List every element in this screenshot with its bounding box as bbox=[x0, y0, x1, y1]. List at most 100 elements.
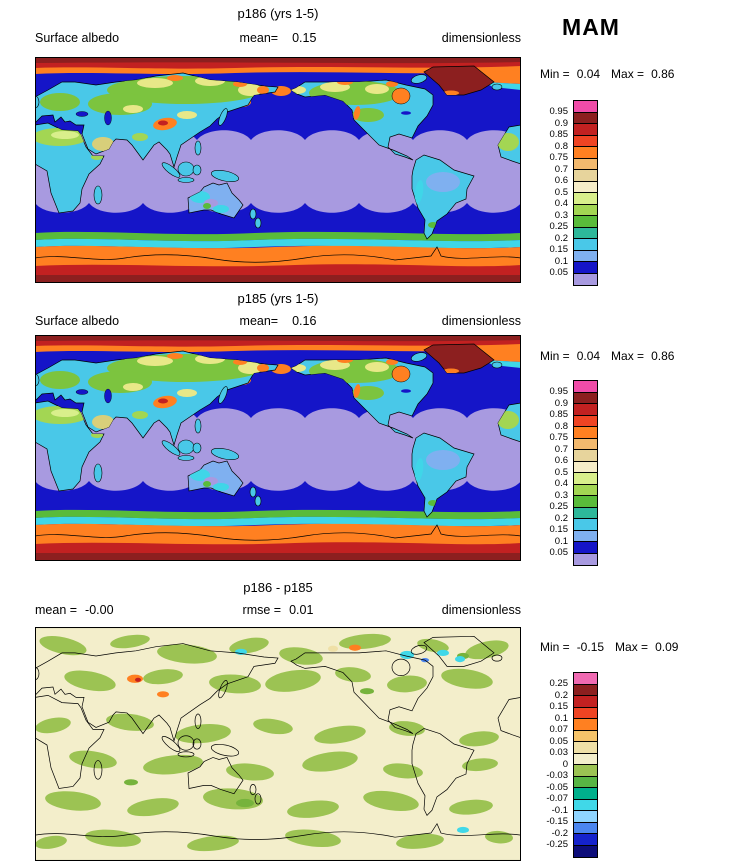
min-value: 0.04 bbox=[576, 349, 601, 363]
colorbar-tick-label: 0.4 bbox=[554, 478, 568, 489]
colorbar-tick-label: 0.1 bbox=[554, 255, 568, 267]
units-label: dimensionless bbox=[441, 603, 521, 617]
minmax-readout: Min = -0.15 Max = 0.09 bbox=[540, 640, 678, 654]
colorbar-tick-label: -0.1 bbox=[551, 804, 568, 816]
colorbar-labels: 0.95 0.9 0.85 0.8 0.75 0.7 0.6 0.5 0.4 0.3 0.25 0.2… bbox=[540, 380, 573, 566]
max-value: 0.86 bbox=[651, 67, 675, 81]
colorbar-tick-label: 0.2 bbox=[554, 689, 568, 701]
colorbar-tick-label: 0.25 bbox=[549, 501, 569, 512]
colorbar-box bbox=[574, 392, 597, 404]
min-value: -0.15 bbox=[576, 640, 605, 654]
season-label: MAM bbox=[562, 14, 620, 40]
colorbar-box bbox=[574, 124, 597, 136]
colorbar-box bbox=[574, 204, 597, 216]
max-value: 0.09 bbox=[655, 640, 679, 654]
mean-readout: mean = -0.00 bbox=[35, 603, 114, 617]
mean-label: mean= bbox=[239, 31, 279, 45]
colorbar-boxes bbox=[573, 672, 598, 858]
mean-readout: mean= 0.16 bbox=[35, 314, 521, 328]
colorbar-box bbox=[574, 135, 597, 147]
panel-title: p185 (yrs 1-5) bbox=[237, 291, 319, 306]
colorbar-box bbox=[574, 496, 597, 508]
min-value: 0.04 bbox=[576, 67, 601, 81]
colorbar-box bbox=[574, 158, 597, 170]
panel-title: p186 (yrs 1-5) bbox=[237, 6, 319, 21]
min-label: Min = bbox=[540, 349, 570, 363]
rmse-value: 0.01 bbox=[289, 603, 314, 617]
colorbar-tick-label: 0.2 bbox=[554, 232, 568, 244]
colorbar-box bbox=[574, 450, 597, 462]
panel-header: Surface albedo mean= 0.15 dimensionless bbox=[35, 31, 521, 46]
max-value: 0.86 bbox=[651, 349, 675, 363]
colorbar-labels: 0.95 0.9 0.85 0.8 0.75 0.7 0.6 0.5 0.4 0.3 0.25 0.2… bbox=[540, 100, 573, 286]
colorbar-box bbox=[574, 438, 597, 450]
colorbar-tick-label: 0.25 bbox=[549, 221, 569, 232]
min-label: Min = bbox=[540, 640, 570, 654]
colorbar-box bbox=[574, 250, 597, 262]
albedo-map-p186 bbox=[35, 57, 521, 283]
colorbar-box bbox=[574, 684, 597, 696]
colorbar-tick-label: 0 bbox=[562, 758, 568, 770]
colorbar-box bbox=[574, 542, 597, 554]
colorbar-boxes bbox=[573, 380, 598, 566]
colorbar-box bbox=[574, 765, 597, 777]
max-label: Max = bbox=[615, 640, 649, 654]
units-label: dimensionless bbox=[441, 31, 521, 45]
colorbar-box bbox=[574, 519, 597, 531]
mean-label: mean = bbox=[35, 603, 78, 617]
rmse-label: rmse = bbox=[242, 603, 282, 617]
colorbar-box bbox=[574, 227, 597, 239]
colorbar-tick-label: 0.9 bbox=[554, 117, 568, 129]
colorbar-tick-label: 0.7 bbox=[554, 443, 568, 455]
colorbar-tick-label: 0.95 bbox=[549, 386, 569, 397]
colorbar-box bbox=[574, 415, 597, 427]
colorbar-box bbox=[574, 707, 597, 719]
colorbar-tick-label: 0.85 bbox=[549, 409, 569, 420]
colorbar-tick-label: -0.25 bbox=[546, 839, 568, 850]
difference-map bbox=[35, 627, 521, 861]
colorbar-boxes bbox=[573, 100, 598, 286]
colorbar-tick-label: 0.5 bbox=[554, 466, 568, 478]
colorbar-box bbox=[574, 753, 597, 765]
colorbar-tick-label: 0.8 bbox=[554, 420, 568, 432]
colorbar-box bbox=[574, 262, 597, 274]
colorbar-box bbox=[574, 811, 597, 823]
colorbar-p185: 0.95 0.9 0.85 0.8 0.75 0.7 0.6 0.5 0.4 0.3 0.25 0.2… bbox=[540, 380, 598, 566]
colorbar-tick-label: 0.6 bbox=[554, 175, 568, 186]
min-label: Min = bbox=[540, 67, 570, 81]
colorbar-tick-label: 0.05 bbox=[549, 735, 569, 747]
colorbar-p186: 0.95 0.9 0.85 0.8 0.75 0.7 0.6 0.5 0.4 0.3 0.25 0.2… bbox=[540, 100, 598, 286]
colorbar-box bbox=[574, 742, 597, 754]
colorbar-box bbox=[574, 112, 597, 124]
colorbar-box bbox=[574, 404, 597, 416]
mean-value: 0.16 bbox=[292, 314, 317, 328]
colorbar-box bbox=[574, 461, 597, 473]
colorbar-difference: 0.25 0.2 0.15 0.1 0.07 0.05 0.03 0 -0.03 -0.05 -0.… bbox=[540, 672, 598, 858]
max-label: Max = bbox=[611, 67, 645, 81]
minmax-readout: Min = 0.04 Max = 0.86 bbox=[540, 349, 674, 363]
colorbar-tick-label: 0.4 bbox=[554, 198, 568, 209]
colorbar-tick-label: 0.3 bbox=[554, 489, 568, 501]
colorbar-tick-label: 0.07 bbox=[549, 724, 569, 735]
colorbar-tick-label: -0.05 bbox=[546, 781, 568, 793]
colorbar-tick-label: 0.25 bbox=[549, 678, 569, 689]
colorbar-box bbox=[574, 553, 597, 565]
colorbar-tick-label: -0.2 bbox=[551, 827, 568, 839]
colorbar-box bbox=[574, 719, 597, 731]
albedo-map-p185 bbox=[35, 335, 521, 561]
variable-label: Surface albedo bbox=[35, 314, 120, 328]
units-label: dimensionless bbox=[441, 314, 521, 328]
colorbar-box bbox=[574, 170, 597, 182]
colorbar-tick-label: -0.03 bbox=[546, 770, 568, 781]
colorbar-tick-label: 0.95 bbox=[549, 106, 569, 117]
colorbar-box bbox=[574, 381, 597, 393]
colorbar-tick-label: 0.75 bbox=[549, 152, 569, 163]
mean-readout: mean= 0.15 bbox=[35, 31, 521, 45]
colorbar-box bbox=[574, 696, 597, 708]
panel-header: Surface albedo mean= 0.16 dimensionless bbox=[35, 314, 521, 329]
colorbar-box bbox=[574, 484, 597, 496]
rmse-readout: rmse = 0.01 bbox=[35, 603, 521, 617]
colorbar-box bbox=[574, 101, 597, 113]
colorbar-box bbox=[574, 673, 597, 685]
